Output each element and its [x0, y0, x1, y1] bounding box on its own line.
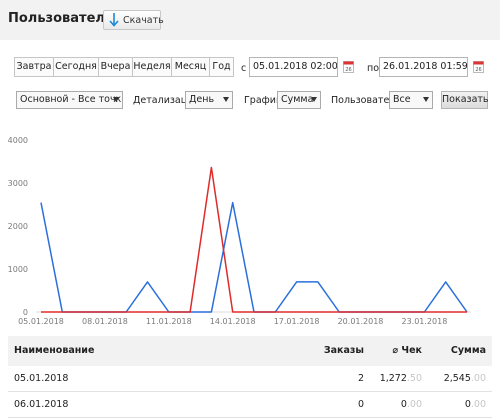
- users-label: Пользователи: [331, 95, 402, 106]
- chevron-down-icon: [223, 97, 229, 102]
- cell-check-int: 1,272: [379, 373, 407, 384]
- cell-orders: 0: [357, 399, 364, 410]
- x-tick-label: 17.01.2018: [274, 317, 320, 326]
- calendar-to-icon[interactable]: 26: [473, 60, 484, 73]
- series-line-1: [41, 166, 467, 313]
- y-tick-label: 2000: [8, 222, 28, 231]
- y-tick-label: 3000: [8, 179, 28, 188]
- chevron-down-icon: [113, 97, 119, 102]
- cell-check-dec: .50: [406, 373, 422, 384]
- graph-select-value: Сумма: [281, 94, 314, 105]
- cell-sum-dec: .00: [470, 399, 486, 410]
- calendar-from-icon[interactable]: 26: [343, 60, 354, 73]
- calendar-from-day: 26: [345, 67, 351, 73]
- period-yesterday-button[interactable]: Вчера: [98, 57, 132, 77]
- table-header: Наименование Заказы ⌀ Чек Сумма: [8, 336, 492, 366]
- period-today-button[interactable]: Сегодня: [53, 57, 98, 77]
- y-tick-label: 0: [23, 308, 28, 317]
- period-year-button[interactable]: Год: [209, 57, 234, 77]
- graph-label: График: [244, 95, 282, 106]
- cell-sum: 2,545.00: [444, 366, 486, 392]
- x-tick-label: 08.01.2018: [82, 317, 128, 326]
- y-tick-label: 1000: [8, 265, 28, 274]
- calendar-to-day: 26: [475, 67, 481, 73]
- table-row[interactable]: 05.01.2018 2 1,272.50 2,545.00: [8, 366, 492, 392]
- cell-check-dec: .00: [406, 399, 422, 410]
- period-month-button[interactable]: Месяц: [171, 57, 209, 77]
- cell-sum: 0.00: [465, 392, 486, 418]
- header-sum: Сумма: [450, 345, 486, 356]
- x-tick-label: 23.01.2018: [401, 317, 447, 326]
- chevron-down-icon: [423, 97, 429, 102]
- users-select-value: Все: [393, 94, 411, 105]
- point-select[interactable]: Основной - Все точки: [16, 91, 123, 109]
- x-tick-label: 14.01.2018: [210, 317, 256, 326]
- detail-select[interactable]: День: [185, 91, 233, 109]
- cell-name: 05.01.2018: [14, 373, 69, 384]
- x-tick-label: 20.01.2018: [338, 317, 384, 326]
- y-tick-label: 4000: [8, 136, 28, 145]
- download-button-label: Скачать: [123, 15, 164, 26]
- graph-select[interactable]: Сумма: [277, 91, 321, 109]
- period-week-button[interactable]: Неделя: [132, 57, 171, 77]
- show-button[interactable]: Показать: [441, 91, 489, 109]
- cell-sum-int: 2,545: [443, 373, 471, 384]
- users-select[interactable]: Все: [389, 91, 433, 109]
- date-from-input[interactable]: 05.01.2018 02:00:00: [249, 57, 338, 77]
- cell-check-int: 0: [400, 399, 407, 410]
- sales-chart: 0 1000 2000 3000 4000 05.01.2018 08.01.2018 11.…: [8, 136, 471, 326]
- header-check: ⌀ Чек: [392, 345, 422, 356]
- cell-orders: 2: [357, 373, 364, 384]
- detail-select-value: День: [189, 94, 215, 105]
- page-title: Пользователи: [8, 11, 115, 26]
- header-orders: Заказы: [323, 345, 364, 356]
- table-row[interactable]: 06.01.2018 0 0.00 0.00: [8, 392, 492, 418]
- report-table: Наименование Заказы ⌀ Чек Сумма 05.01.20…: [8, 336, 492, 418]
- cell-sum-int: 0: [464, 399, 471, 410]
- header-name: Наименование: [14, 345, 95, 356]
- chevron-down-icon: [311, 97, 317, 102]
- x-tick-label: 05.01.2018: [18, 317, 64, 326]
- download-arrow-icon: [109, 13, 119, 27]
- download-button[interactable]: Скачать: [103, 10, 164, 30]
- page-header: Пользователи Скачать: [0, 0, 500, 40]
- date-from-label: с: [241, 63, 247, 74]
- cell-name: 06.01.2018: [14, 399, 69, 410]
- period-tomorrow-button[interactable]: Завтра: [14, 57, 53, 77]
- x-tick-label: 11.01.2018: [146, 317, 192, 326]
- cell-sum-dec: .00: [470, 373, 486, 384]
- detail-label: Детализация: [133, 95, 200, 106]
- cell-check: 0.00: [401, 392, 422, 418]
- date-to-input[interactable]: 26.01.2018 01:59:59: [379, 57, 468, 77]
- series-line-0: [40, 201, 468, 313]
- date-to-label: по: [367, 63, 380, 74]
- cell-check: 1,272.50: [380, 366, 422, 392]
- point-select-value: Основной - Все точки: [20, 94, 123, 105]
